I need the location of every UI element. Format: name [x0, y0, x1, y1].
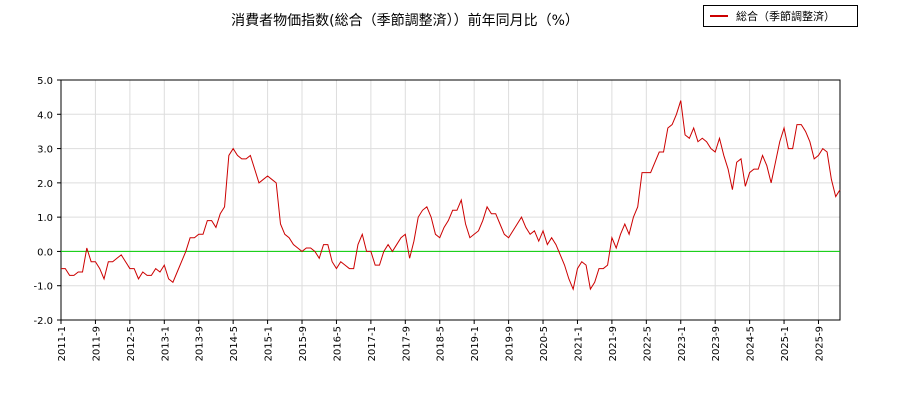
y-tick-label: -2.0 — [33, 316, 53, 327]
x-tick-label: 2011-9 — [91, 326, 102, 361]
x-tick-label: 2012-5 — [126, 326, 137, 361]
x-tick-label: 2017-9 — [401, 326, 412, 361]
x-tick-label: 2023-1 — [677, 326, 688, 361]
x-tick-label: 2018-5 — [436, 326, 447, 361]
x-tick-label: 2023-9 — [711, 326, 722, 361]
series-line — [61, 100, 841, 291]
legend-swatch — [710, 15, 728, 17]
legend-label: 総合（季節調整済） — [736, 10, 835, 23]
x-tick-label: 2021-9 — [608, 326, 619, 361]
x-tick-label: 2019-1 — [470, 326, 481, 361]
x-tick-label: 2015-9 — [298, 326, 309, 361]
plot-border — [60, 79, 841, 321]
x-tick-label: 2011-1 — [57, 326, 68, 361]
x-tick-label: 2019-9 — [505, 326, 516, 361]
chart-title: 消費者物価指数(総合（季節調整済））前年同月比（%） — [231, 13, 579, 29]
x-tick-label: 2015-1 — [264, 326, 275, 361]
x-tick-label: 2020-5 — [539, 326, 550, 361]
x-tick-label: 2025-1 — [780, 326, 791, 361]
x-tick-label: 2014-5 — [229, 326, 240, 361]
x-tick-label: 2025-9 — [814, 326, 825, 361]
x-tick-label: 2016-5 — [332, 326, 343, 361]
x-tick-label: 2013-1 — [160, 326, 171, 361]
plot-frame — [60, 79, 841, 321]
x-tick-label: 2022-5 — [642, 326, 653, 361]
x-tick-label: 2017-1 — [367, 326, 378, 361]
y-tick-label: 0.0 — [37, 247, 53, 258]
y-tick-label: 2.0 — [37, 179, 53, 190]
y-tick-label: 5.0 — [37, 76, 53, 87]
y-tick-label: -1.0 — [33, 282, 53, 293]
legend: 総合（季節調整済） — [703, 5, 858, 27]
y-tick-label: 3.0 — [37, 145, 53, 156]
y-tick-label: 1.0 — [37, 213, 53, 224]
x-tick-label: 2024-5 — [746, 326, 757, 361]
x-tick-label: 2021-1 — [573, 326, 584, 361]
x-tick-label: 2013-9 — [195, 326, 206, 361]
y-tick-label: 4.0 — [37, 110, 53, 121]
